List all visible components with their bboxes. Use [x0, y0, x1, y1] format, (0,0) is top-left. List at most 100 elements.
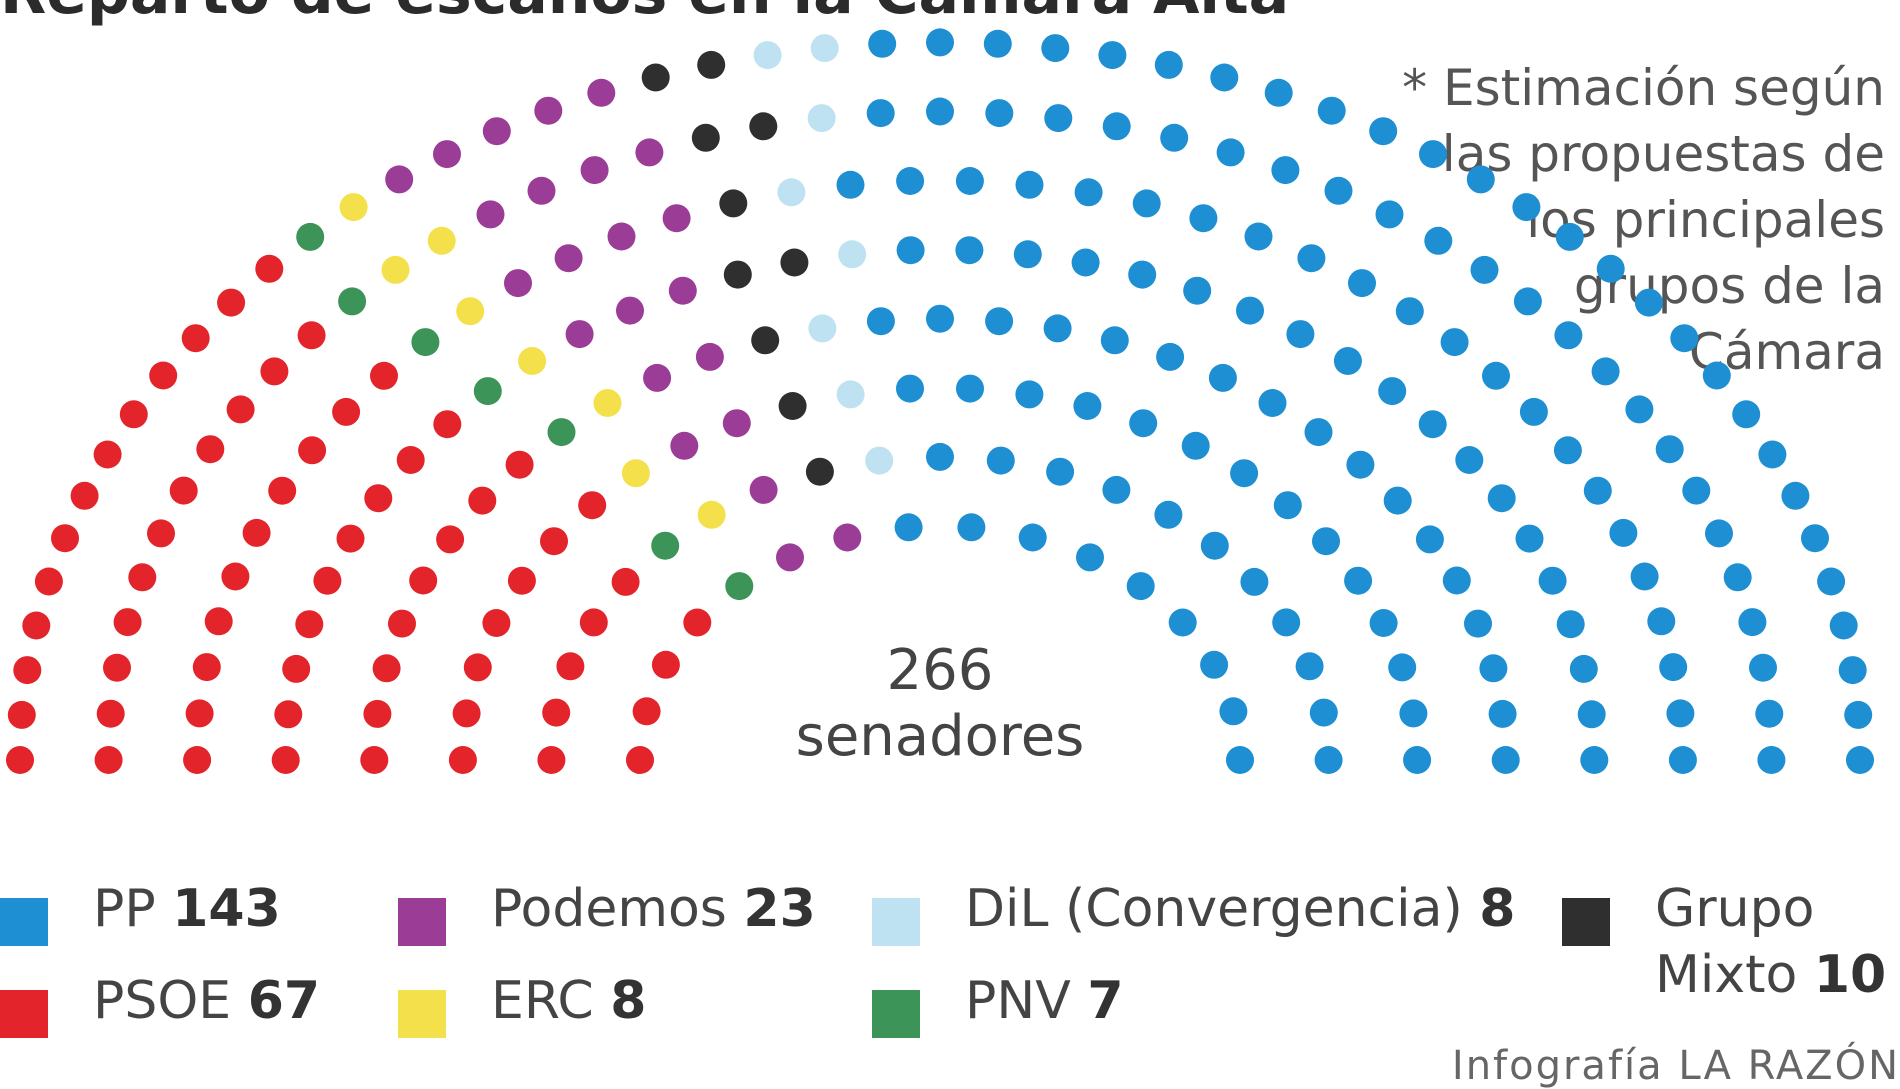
seat-pp [1659, 653, 1688, 682]
seat-psoe [578, 491, 607, 520]
seat-psoe [556, 652, 585, 681]
seat-erc [427, 226, 456, 255]
seat-erc [456, 297, 485, 326]
seat-pp [1488, 699, 1517, 728]
seat-pp [1126, 572, 1155, 601]
seat-psoe [217, 288, 246, 317]
seat-pp [926, 97, 954, 126]
seat-grupo-mixto [751, 326, 780, 355]
seat-pp [1555, 222, 1584, 251]
seat-pp [956, 374, 984, 403]
seat-podemos [527, 176, 556, 205]
seat-pp [1344, 566, 1373, 595]
seat-psoe [221, 562, 250, 591]
seat-pp [1160, 123, 1189, 152]
seat-erc [621, 459, 650, 488]
seat-dil-convergencia [808, 314, 837, 343]
seat-psoe [297, 321, 326, 350]
seat-pp [926, 442, 954, 471]
seat-erc [697, 500, 726, 529]
seat-podemos [433, 140, 461, 169]
seat-pp [1580, 746, 1609, 774]
seat-psoe [113, 608, 142, 637]
seat-pp [1455, 446, 1484, 474]
seat-pp [1200, 650, 1229, 679]
seat-psoe [579, 608, 608, 637]
seat-pp [1216, 138, 1245, 167]
legend-swatch-dil [872, 898, 920, 946]
seat-pp [1369, 117, 1398, 146]
seat-pp [1757, 746, 1786, 774]
seat-pp [1271, 156, 1300, 185]
seat-pp [926, 28, 954, 57]
legend-label-dil: DiL (Convergencia) [965, 879, 1463, 939]
legend-swatch-pp [0, 898, 48, 946]
seat-podemos [504, 269, 532, 298]
seat-psoe [482, 609, 511, 637]
seat-pp [1399, 699, 1428, 728]
seat-pp [1419, 140, 1447, 169]
legend-item-pp: PP 143 [0, 876, 281, 946]
seat-dil-convergencia [838, 240, 867, 269]
seat-pnv [725, 572, 754, 601]
seat-pp [1168, 608, 1197, 637]
seat-psoe [93, 440, 122, 469]
seat-pp [1244, 222, 1273, 251]
seat-pp [1732, 400, 1761, 429]
seat-pp [1369, 609, 1398, 637]
seat-psoe [505, 450, 534, 479]
seat-pp [1346, 450, 1375, 479]
seat-pp [983, 29, 1012, 58]
seat-podemos [385, 165, 414, 194]
seat-grupo-mixto [780, 248, 809, 277]
seat-pp [866, 99, 895, 128]
seat-pp [1647, 607, 1676, 636]
seat-pp [1538, 566, 1567, 595]
seat-podemos [587, 78, 616, 107]
seat-psoe [632, 697, 661, 726]
footnote-line-2: las propuestas de [1441, 125, 1885, 183]
seat-grupo-mixto [697, 50, 726, 79]
seat-pp [1273, 491, 1302, 520]
seat-pp [1129, 409, 1158, 438]
seat-psoe [181, 324, 210, 353]
legend-item-pnv: PNV 7 [872, 968, 1124, 1038]
seat-grupo-mixto [691, 123, 720, 152]
seat-pp [1071, 248, 1100, 277]
legend-value-pnv: 7 [1087, 971, 1124, 1031]
legend-swatch-erc [398, 990, 446, 1038]
seat-psoe [409, 566, 438, 595]
seat-psoe [7, 700, 36, 729]
seat-psoe [192, 653, 221, 682]
seat-pp [1043, 314, 1072, 343]
seat-podemos [554, 244, 583, 273]
seat-pp [1569, 654, 1598, 683]
seat-pp [1264, 78, 1293, 107]
seat-grupo-mixto [778, 392, 807, 420]
seat-pp [1577, 700, 1606, 729]
seat-pp [1044, 104, 1073, 133]
legend-swatch-podemos [398, 898, 446, 946]
seat-pp [1655, 435, 1684, 464]
seat-pp [1442, 566, 1471, 595]
footnote-line-4: grupos de la [1573, 257, 1885, 315]
seat-psoe [169, 476, 198, 505]
seat-pp [1625, 395, 1654, 424]
seat-psoe [611, 567, 640, 596]
seat-pnv [411, 328, 440, 357]
seat-pp [1705, 519, 1733, 548]
seat-pp [1378, 377, 1407, 406]
seat-psoe [196, 435, 225, 464]
seat-pp [1333, 347, 1362, 375]
seat-psoe [128, 563, 157, 592]
seat-pp [1312, 527, 1340, 556]
seat-pp [955, 167, 984, 195]
seat-pp [896, 167, 925, 195]
seat-pp [1519, 397, 1548, 426]
seat-pp [1208, 363, 1237, 392]
seat-psoe [34, 567, 63, 596]
seat-podemos [695, 342, 724, 371]
seat-psoe [94, 746, 123, 774]
seat-pp [1154, 500, 1183, 529]
seat-pp [985, 99, 1014, 128]
